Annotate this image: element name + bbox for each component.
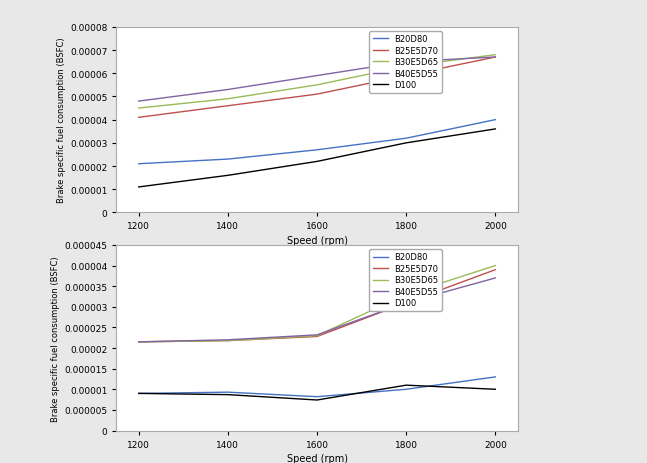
Line: D100: D100 [138,130,496,188]
B25E5D70 [402,74,410,79]
B30E5D65 [492,263,499,269]
B20D80 [135,162,142,167]
Line: B40E5D55: B40E5D55 [138,278,496,342]
B25E5D70 [224,338,232,344]
B30E5D65 [135,339,142,345]
B40E5D55 [224,88,232,93]
D100 [135,391,142,396]
B30E5D65 [224,338,232,344]
Line: D100: D100 [138,385,496,400]
D100 [402,141,410,146]
B25E5D70 [492,267,499,273]
Line: B20D80: B20D80 [138,377,496,397]
Line: B40E5D55: B40E5D55 [138,58,496,102]
X-axis label: Speed (rpm): Speed (rpm) [287,235,347,245]
Line: B30E5D65: B30E5D65 [138,266,496,342]
B25E5D70 [402,300,410,306]
D100 [492,387,499,392]
D100 [224,392,232,398]
B20D80 [492,374,499,380]
Line: B25E5D70: B25E5D70 [138,270,496,342]
Legend: B20D80, B25E5D70, B30E5D65, B40E5D55, D100: B20D80, B25E5D70, B30E5D65, B40E5D55, D1… [369,32,442,94]
D100 [402,382,410,388]
X-axis label: Speed (rpm): Speed (rpm) [287,453,347,463]
B25E5D70 [135,339,142,345]
D100 [313,159,321,165]
D100 [135,185,142,190]
B40E5D55 [313,332,321,338]
B30E5D65 [313,333,321,339]
B40E5D55 [313,74,321,79]
B30E5D65 [492,53,499,58]
B40E5D55 [492,275,499,281]
B30E5D65 [402,292,410,298]
Line: B30E5D65: B30E5D65 [138,56,496,109]
Y-axis label: Brake specific fuel consumption (BSFC): Brake specific fuel consumption (BSFC) [51,256,60,420]
B30E5D65 [402,64,410,70]
B40E5D55 [402,60,410,65]
B25E5D70 [135,115,142,121]
D100 [224,173,232,179]
B40E5D55 [224,337,232,343]
Line: B25E5D70: B25E5D70 [138,58,496,118]
B40E5D55 [492,55,499,61]
B20D80 [313,148,321,153]
B20D80 [224,389,232,395]
B40E5D55 [135,339,142,345]
B25E5D70 [224,104,232,109]
D100 [313,397,321,403]
B30E5D65 [224,97,232,102]
B30E5D65 [135,106,142,112]
B25E5D70 [313,334,321,339]
B20D80 [402,136,410,142]
D100 [492,127,499,132]
Line: B20D80: B20D80 [138,120,496,164]
B25E5D70 [492,55,499,61]
B20D80 [135,391,142,396]
B30E5D65 [313,83,321,88]
B20D80 [313,394,321,400]
Y-axis label: Brake specific fuel consumption (BSFC): Brake specific fuel consumption (BSFC) [57,38,66,203]
B40E5D55 [402,300,410,306]
B20D80 [492,118,499,123]
Legend: B20D80, B25E5D70, B30E5D65, B40E5D55, D100: B20D80, B25E5D70, B30E5D65, B40E5D55, D1… [369,250,442,311]
B20D80 [224,157,232,163]
B25E5D70 [313,92,321,98]
B20D80 [402,387,410,392]
B40E5D55 [135,99,142,105]
